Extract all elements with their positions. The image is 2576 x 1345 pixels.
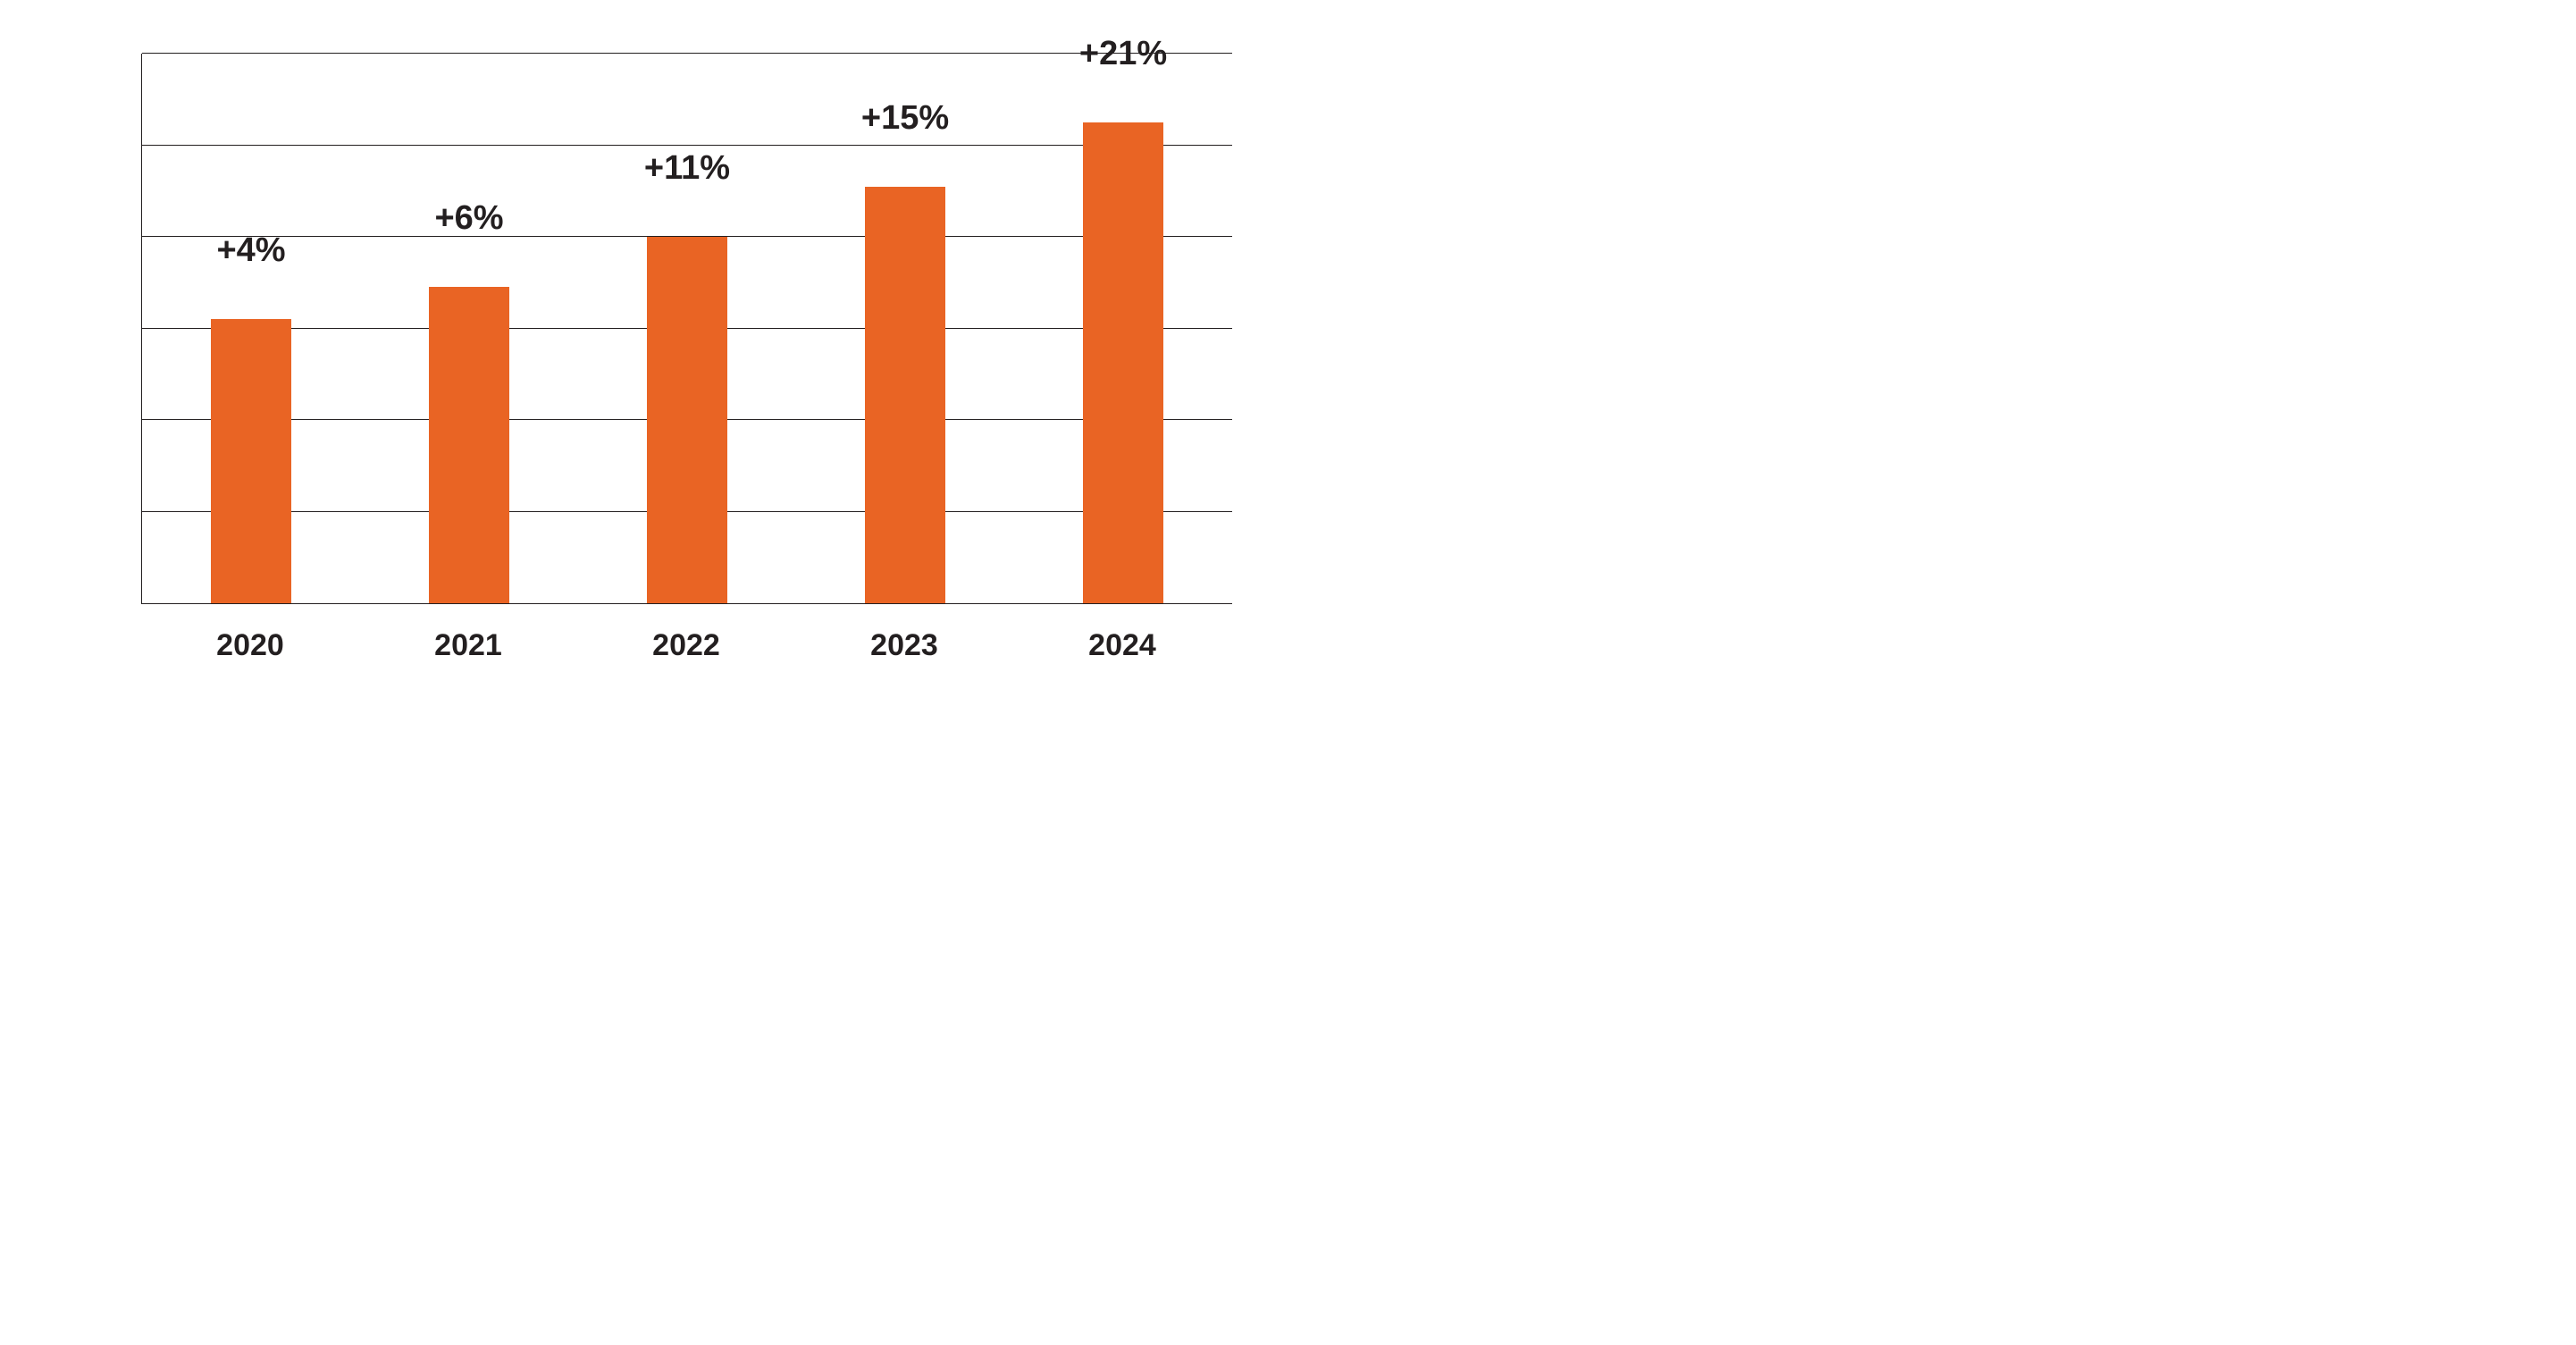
bar-value-label: +15% [861,99,949,138]
bar-value-label: +11% [644,149,730,188]
x-axis-label: 2023 [870,628,938,663]
x-axis-label: 2022 [652,628,720,663]
plot-area: +4%+6%+11%+15%+21% [141,54,1232,604]
bar [211,319,291,603]
x-axis-label: 2024 [1088,628,1156,663]
bar [865,187,945,603]
x-axis-label: 2021 [434,628,502,663]
bar-value-label: +6% [434,199,503,238]
gridline [142,53,1232,54]
bar [429,287,509,603]
gridline [142,145,1232,146]
bar [647,237,727,603]
bar [1083,122,1163,603]
bar-value-label: +21% [1079,35,1167,73]
x-axis-label: 2020 [216,628,284,663]
bar-chart: +4% +6% +11% +15% +21% 2020 2021 2022 2023 2024 [0,0,1340,706]
bar-value-label: +4% [216,231,285,270]
